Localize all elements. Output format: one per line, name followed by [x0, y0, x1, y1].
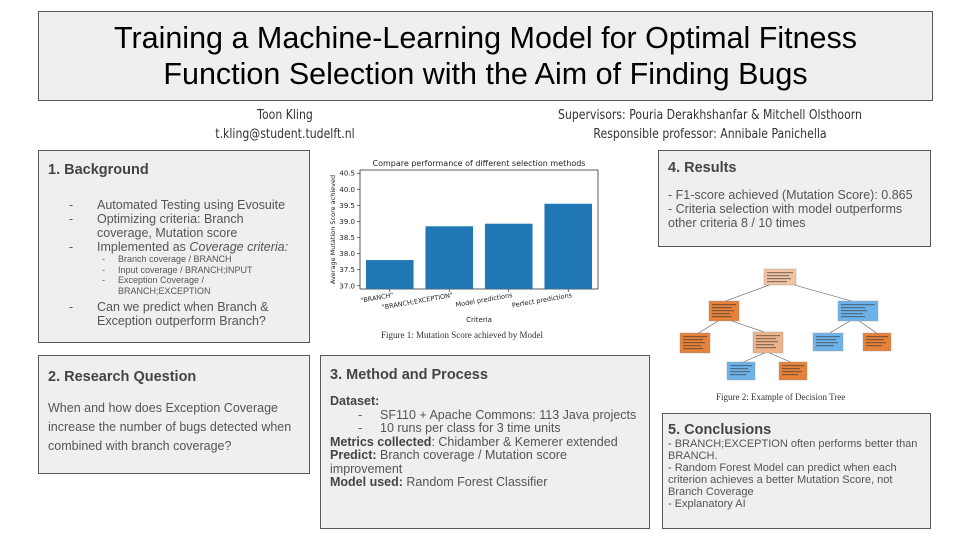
- conclusions-line-3: - Explanatory AI: [668, 498, 746, 510]
- figure-2-caption: Figure 2: Example of Decision Tree: [716, 392, 846, 402]
- tree-node: [763, 268, 797, 286]
- author-email: t.kling@student.tudelft.nl: [215, 127, 355, 142]
- y-tick-label: 37.5: [339, 266, 355, 274]
- professor-line: Responsible professor: Annibale Panichel…: [593, 127, 827, 142]
- conclusions-heading: 5. Conclusions: [668, 422, 772, 438]
- chart-title: Compare performance of different selecti…: [373, 159, 586, 168]
- method-heading: 3. Method and Process: [330, 367, 488, 383]
- background-list: Automated Testing using Evosuite Optimiz…: [48, 198, 300, 328]
- chart-bar: [425, 226, 474, 289]
- dataset-line: Dataset:: [330, 394, 640, 409]
- list-item-text: Automated Testing using Evosuite: [97, 198, 286, 212]
- list-item: Implemented as Coverage criteria:: [48, 240, 300, 254]
- chart-bar: [544, 203, 593, 289]
- decision-tree-figure: [679, 268, 892, 381]
- chart-bar: [484, 223, 533, 289]
- list-item-text: SF110 + Apache Commons: 113 Java project…: [380, 407, 637, 422]
- results-section: 4. Results - F1-score achieved (Mutation…: [658, 150, 931, 247]
- model-text: Random Forest Classifier: [402, 475, 548, 489]
- figure-1-caption: Figure 1: Mutation Score achieved by Mod…: [381, 330, 543, 340]
- list-item: SF110 + Apache Commons: 113 Java project…: [330, 407, 640, 423]
- results-line-2: - Criteria selection with model outperfo…: [668, 202, 903, 230]
- y-tick-label: 40.0: [339, 186, 355, 194]
- list-item-text: Can we predict when Branch & Exception o…: [97, 300, 269, 328]
- metrics-text: : Chidamber & Kemerer extended: [431, 434, 618, 449]
- predict-text: Branch coverage / Mutation score improve…: [330, 448, 567, 476]
- supervisors-line: Supervisors: Pouria Derakhshanfar & Mitc…: [558, 108, 862, 123]
- author-name: Toon Kling: [257, 108, 313, 123]
- title-box: Training a Machine-Learning Model for Op…: [38, 11, 933, 101]
- y-tick-label: 40.5: [339, 170, 355, 178]
- predict-line: Predict: Branch coverage / Mutation scor…: [330, 448, 640, 476]
- predict-label: Predict:: [330, 448, 377, 462]
- results-heading: 4. Results: [668, 160, 737, 176]
- plot-frame: [359, 169, 599, 290]
- conclusions-line-1: - BRANCH;EXCEPTION often performs better…: [668, 438, 918, 462]
- sub-list-item: Input coverage / BRANCH;INPUT: [48, 265, 300, 276]
- list-item-text: 10 runs per class for 3 time units: [380, 421, 561, 435]
- list-item-text: Optimizing criteria: Branch coverage, Mu…: [97, 212, 244, 240]
- x-tick-label: Perfect predictions: [511, 291, 573, 310]
- y-tick-label: 38.0: [339, 250, 355, 258]
- results-line-1: - F1-score achieved (Mutation Score): 0.…: [668, 188, 913, 202]
- metrics-line: Metrics collected: Chidamber & Kemerer e…: [330, 434, 640, 450]
- method-section: 3. Method and Process Dataset: SF110 + A…: [320, 355, 650, 529]
- conclusions-line-2: - Random Forest Model can predict when e…: [668, 462, 897, 498]
- implemented-prefix: Implemented as: [97, 240, 190, 254]
- mutation-score-chart: Compare performance of different selecti…: [329, 159, 599, 324]
- title-line-2: Function Selection with the Aim of Findi…: [163, 57, 808, 91]
- poster-title: Training a Machine-Learning Model for Op…: [114, 20, 857, 92]
- research-question-text: When and how does Exception Coverage inc…: [48, 401, 292, 453]
- list-item: 10 runs per class for 3 time units: [330, 421, 640, 436]
- x-axis-label: Criteria: [466, 316, 492, 324]
- model-line: Model used: Random Forest Classifier: [330, 475, 640, 490]
- list-item: Automated Testing using Evosuite: [48, 198, 300, 212]
- conclusions-section: 5. Conclusions - BRANCH;EXCEPTION often …: [662, 413, 931, 529]
- x-tick-label: Model predictions: [455, 291, 514, 309]
- y-axis-label: Average Mutation Score achieved: [329, 175, 337, 284]
- background-section: 1. Background Automated Testing using Ev…: [38, 150, 310, 343]
- y-tick-label: 39.0: [339, 218, 355, 226]
- model-label: Model used:: [330, 475, 403, 489]
- y-tick-label: 38.5: [339, 234, 355, 242]
- research-question-heading: 2. Research Question: [48, 369, 197, 385]
- dataset-label: Dataset:: [330, 394, 380, 408]
- y-tick-label: 37.0: [339, 282, 355, 290]
- chart-bar: [365, 260, 414, 289]
- research-question-section: 2. Research Question When and how does E…: [38, 355, 310, 474]
- y-tick-label: 39.5: [339, 202, 355, 210]
- background-heading: 1. Background: [48, 162, 149, 178]
- sub-list-item: Branch coverage / BRANCH: [48, 254, 300, 265]
- author-block: Toon Kling t.kling@student.tudelft.nl: [180, 106, 390, 144]
- title-line-1: Training a Machine-Learning Model for Op…: [113, 21, 858, 55]
- list-item: Optimizing criteria: Branch coverage, Mu…: [48, 212, 300, 240]
- sub-list-item-text: Branch coverage / BRANCH: [118, 254, 232, 264]
- metrics-label: Metrics collected: [330, 434, 432, 449]
- list-item: Can we predict when Branch & Exception o…: [48, 300, 300, 328]
- sub-list-item-text: Input coverage / BRANCH;INPUT: [118, 264, 253, 275]
- sub-list-item-text: Exception Coverage / BRANCH;EXCEPTION: [118, 275, 211, 296]
- sub-list-item: Exception Coverage / BRANCH;EXCEPTION: [48, 275, 300, 296]
- implemented-emphasis: Coverage criteria:: [189, 240, 289, 254]
- supervisors-block: Supervisors: Pouria Derakhshanfar & Mitc…: [534, 106, 887, 144]
